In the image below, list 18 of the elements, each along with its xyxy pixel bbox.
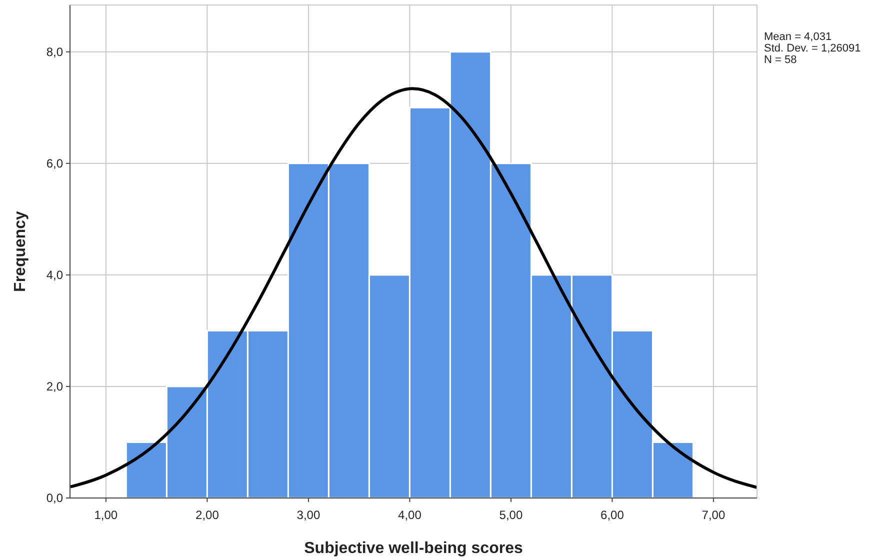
text: Std. Dev. = 1,26091 [764, 42, 861, 54]
x-tick-label: 2,00 [196, 508, 220, 522]
text: N = 58 [764, 54, 797, 66]
text: Mean = 4,031 [764, 31, 832, 43]
y-tick-label: 2,0 [46, 379, 64, 394]
y-tick-label: 8,0 [46, 44, 64, 59]
x-tick-label: 6,00 [600, 508, 624, 522]
line-series [70, 87, 757, 489]
y-tick-label: 6,0 [46, 156, 64, 170]
y-axis-title: Frequency [12, 210, 29, 292]
x-tick-label: 4,00 [398, 508, 422, 522]
x-tick-label: 1,00 [94, 508, 118, 522]
y-tick-label: 4,0 [46, 268, 64, 282]
x-tick-label: 5,00 [499, 508, 523, 522]
x-tick-label: 7,00 [702, 508, 726, 522]
x-axis-title: Subjective well-being scores [304, 540, 523, 557]
x-tick-label: 3,00 [296, 508, 320, 522]
y-tick-label: 0,0 [46, 491, 64, 505]
